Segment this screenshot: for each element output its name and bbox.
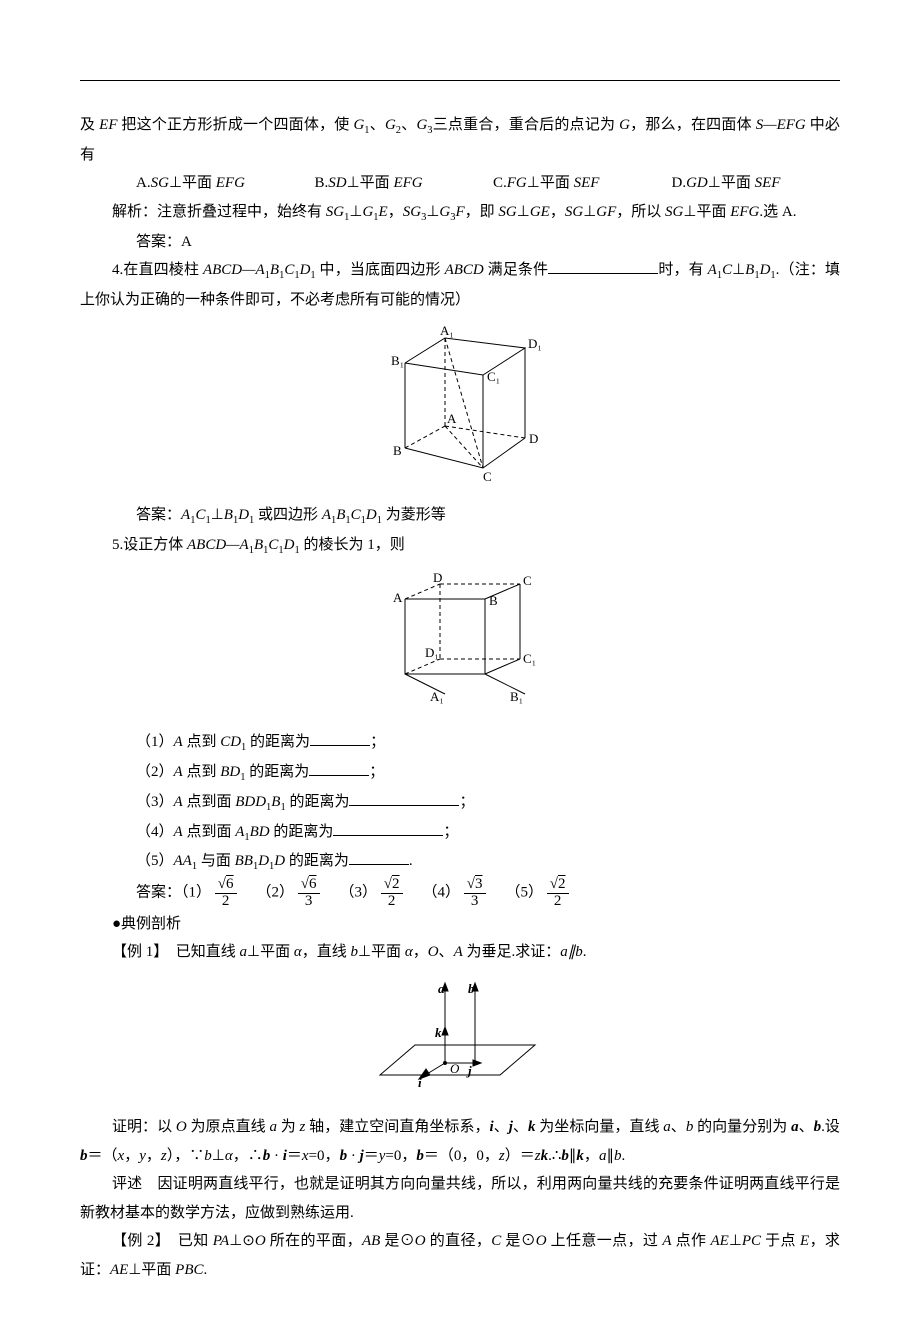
var: G bbox=[385, 117, 396, 133]
q5-sub1: （1）A 点到 CD1 的距离为； bbox=[80, 728, 840, 758]
svg-text:C₁: C₁ bbox=[487, 369, 500, 384]
cube-svg: D C A B D₁ C₁ A₁ B₁ bbox=[375, 569, 545, 709]
svg-text:B: B bbox=[489, 593, 498, 608]
svg-text:C: C bbox=[483, 469, 492, 483]
blank bbox=[349, 848, 409, 866]
svg-text:D: D bbox=[433, 570, 442, 585]
figure-5: D C A B D₁ C₁ A₁ B₁ bbox=[80, 569, 840, 720]
q5-sub3: （3）A 点到面 BDD1B1 的距离为； bbox=[80, 788, 840, 818]
blank bbox=[309, 758, 369, 776]
figure-4: A₁ D₁ B₁ C₁ A D B C bbox=[80, 323, 840, 494]
svg-text:i: i bbox=[418, 1075, 422, 1090]
option-c: C.FG⊥平面 SEF bbox=[493, 169, 662, 198]
text: ，那么，在四面体 bbox=[630, 117, 756, 133]
page-root: 及 EF 把这个正方形折成一个四面体，使 G1、G2、G3三点重合，重合后的点记… bbox=[0, 0, 920, 1324]
q5-sub5: （5）AA1 与面 BB1D1D 的距离为. bbox=[80, 847, 840, 877]
plane-svg: a b k j i O bbox=[360, 975, 560, 1095]
svg-text:D₁: D₁ bbox=[528, 336, 542, 351]
svg-text:O: O bbox=[450, 1061, 460, 1076]
comment: 评述 因证明两直线平行，也就是证明其方向向量共线，所以，利用两向量共线的充要条件… bbox=[80, 1170, 840, 1227]
svg-text:D: D bbox=[529, 431, 538, 446]
prism-svg: A₁ D₁ B₁ C₁ A D B C bbox=[365, 323, 555, 483]
svg-text:A₁: A₁ bbox=[430, 689, 444, 704]
svg-text:B₁: B₁ bbox=[510, 689, 523, 704]
q3-answer: 答案：A bbox=[80, 228, 840, 257]
q3-options: A.SG⊥平面 EFG B.SD⊥平面 EFG C.FG⊥平面 SEF D.GD… bbox=[80, 169, 840, 198]
var: G bbox=[416, 117, 427, 133]
q4-answer: 答案：A1C1⊥B1D1 或四边形 A1B1C1D1 为菱形等 bbox=[80, 501, 840, 531]
var: G bbox=[619, 117, 630, 133]
q5-sub2: （2）A 点到 BD1 的距离为； bbox=[80, 758, 840, 788]
option-d: D.GD⊥平面 SEF bbox=[672, 169, 841, 198]
q5: 5.设正方体 ABCD—A1B1C1D1 的棱长为 1，则 bbox=[80, 531, 840, 561]
svg-text:C₁: C₁ bbox=[523, 651, 536, 666]
text: 及 bbox=[80, 117, 99, 133]
q5-answers: 答案：（1） √62 （2） √63 （3） √22 （4） √33 （5） √… bbox=[80, 877, 840, 910]
option-a: A.SG⊥平面 EFG bbox=[136, 169, 305, 198]
svg-text:k: k bbox=[435, 1025, 442, 1040]
svg-text:A: A bbox=[447, 411, 457, 426]
blank bbox=[548, 257, 658, 275]
svg-text:B₁: B₁ bbox=[391, 353, 404, 368]
option-b: B.SD⊥平面 EFG bbox=[315, 169, 484, 198]
var: S—EFG bbox=[756, 117, 806, 133]
svg-text:B: B bbox=[393, 443, 402, 458]
blank bbox=[310, 728, 370, 746]
text: 三点重合，重合后的点记为 bbox=[433, 117, 620, 133]
svg-text:b: b bbox=[468, 981, 475, 996]
figure-ex1: a b k j i O bbox=[80, 975, 840, 1106]
var: G bbox=[353, 117, 364, 133]
svg-text:A₁: A₁ bbox=[440, 323, 454, 338]
q5-sub4: （4）A 点到面 A1BD 的距离为； bbox=[80, 818, 840, 848]
top-rule bbox=[80, 80, 840, 81]
q3-explanation: 解析：注意折叠过程中，始终有 SG1⊥G1E，SG3⊥G3F，即 SG⊥GE，S… bbox=[80, 198, 840, 228]
proof: 证明：以 O 为原点直线 a 为 z 轴，建立空间直角坐标系，i、j、k 为坐标… bbox=[80, 1113, 840, 1170]
section-heading: ●典例剖析 bbox=[80, 910, 840, 939]
q3-continuation: 及 EF 把这个正方形折成一个四面体，使 G1、G2、G3三点重合，重合后的点记… bbox=[80, 111, 840, 169]
q4: 4.在直四棱柱 ABCD—A1B1C1D1 中，当底面四边形 ABCD 满足条件… bbox=[80, 256, 840, 314]
svg-text:D₁: D₁ bbox=[425, 645, 439, 660]
example-1: 【例 1】 已知直线 a⊥平面 α，直线 b⊥平面 α，O、A 为垂足.求证：a… bbox=[80, 938, 840, 967]
blank bbox=[349, 788, 459, 806]
text: 把这个正方形折成一个四面体，使 bbox=[117, 117, 353, 133]
svg-text:j: j bbox=[466, 1063, 472, 1078]
svg-text:A: A bbox=[393, 590, 403, 605]
blank bbox=[333, 818, 443, 836]
svg-text:a: a bbox=[438, 981, 445, 996]
svg-text:C: C bbox=[523, 573, 532, 588]
var: EF bbox=[99, 117, 117, 133]
example-2: 【例 2】 已知 PA⊥⊙O 所在的平面，AB 是⊙O 的直径，C 是⊙O 上任… bbox=[80, 1227, 840, 1284]
